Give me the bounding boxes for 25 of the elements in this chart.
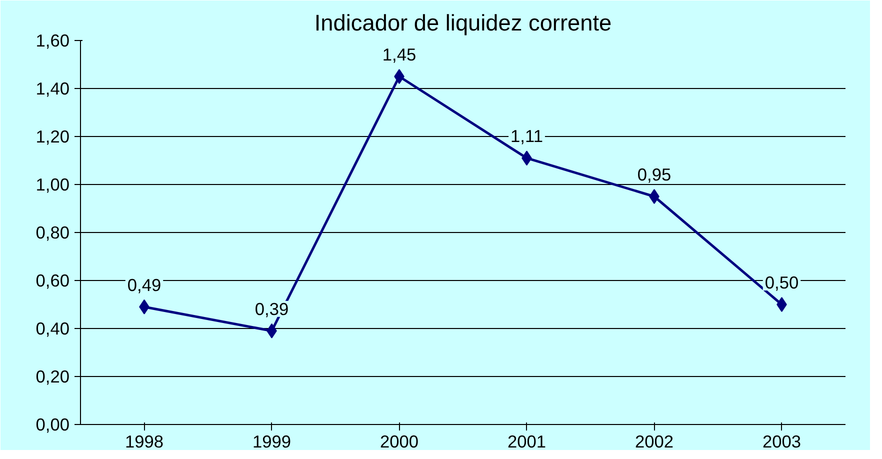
data-label: 0,50 bbox=[764, 272, 799, 292]
point bbox=[394, 69, 404, 84]
chart-title: Indicador de liquidez corrente bbox=[314, 10, 612, 36]
x-tick-label: 2001 bbox=[507, 432, 546, 452]
y-tick-label: 1,00 bbox=[36, 174, 70, 194]
y-tick-label: 0,60 bbox=[36, 270, 70, 290]
data-label: 1,11 bbox=[510, 126, 543, 146]
x-tick-label: 1998 bbox=[124, 432, 164, 452]
y-tick-label: 0,20 bbox=[36, 366, 70, 386]
y-tick-label: 1,20 bbox=[36, 126, 70, 146]
data-label: 1,45 bbox=[382, 44, 416, 64]
y-tick-label: 1,40 bbox=[36, 78, 70, 98]
data-label: 0,95 bbox=[637, 164, 672, 184]
y-tick-label: 0,40 bbox=[36, 318, 70, 338]
data-label: 0,39 bbox=[254, 298, 289, 319]
x-tick-label: 2002 bbox=[634, 432, 674, 452]
x-tick-label: 1999 bbox=[252, 432, 292, 452]
x-tick-label: 2000 bbox=[380, 432, 419, 452]
y-tick-label: 1,60 bbox=[36, 30, 70, 50]
y-tick-label: 0,80 bbox=[36, 222, 70, 242]
point bbox=[776, 297, 787, 312]
data-label: 0,49 bbox=[127, 274, 162, 295]
y-tick-label: 0,00 bbox=[36, 414, 70, 434]
x-tick-label: 2003 bbox=[762, 432, 802, 452]
point bbox=[649, 189, 660, 204]
